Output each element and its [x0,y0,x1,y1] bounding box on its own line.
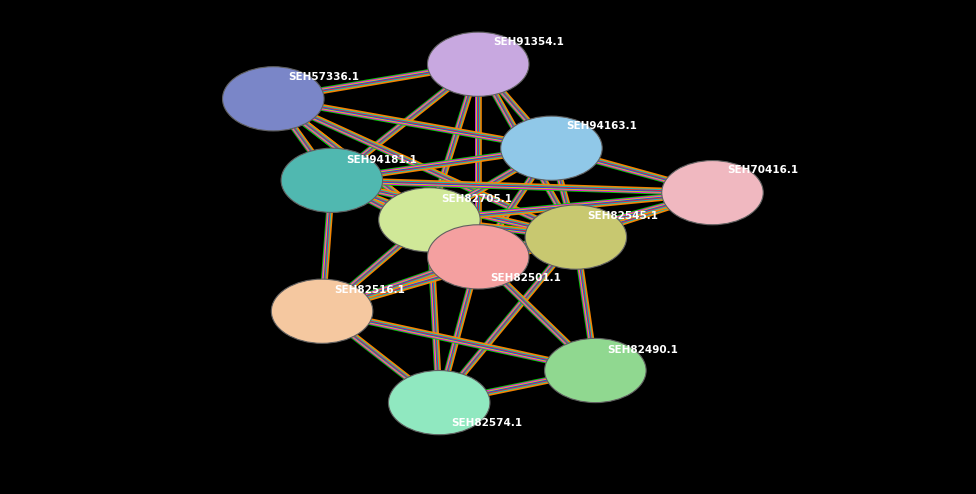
Text: SEH91354.1: SEH91354.1 [493,37,564,47]
Text: SEH70416.1: SEH70416.1 [727,165,798,175]
Text: SEH82501.1: SEH82501.1 [490,273,561,283]
Ellipse shape [545,338,646,403]
Ellipse shape [427,225,529,289]
Ellipse shape [427,32,529,96]
Ellipse shape [271,279,373,343]
Ellipse shape [223,67,324,131]
Text: SEH94181.1: SEH94181.1 [346,155,418,165]
Ellipse shape [379,188,480,252]
Text: SEH82574.1: SEH82574.1 [451,418,522,428]
Ellipse shape [281,148,383,212]
Text: SEH94163.1: SEH94163.1 [566,121,637,131]
Text: SEH57336.1: SEH57336.1 [288,72,359,82]
Text: SEH82516.1: SEH82516.1 [334,286,405,295]
Ellipse shape [525,205,627,269]
Text: SEH82490.1: SEH82490.1 [607,345,678,355]
Text: SEH82545.1: SEH82545.1 [588,211,659,221]
Ellipse shape [662,161,763,225]
Ellipse shape [501,116,602,180]
Ellipse shape [388,370,490,435]
Text: SEH82705.1: SEH82705.1 [441,194,512,204]
